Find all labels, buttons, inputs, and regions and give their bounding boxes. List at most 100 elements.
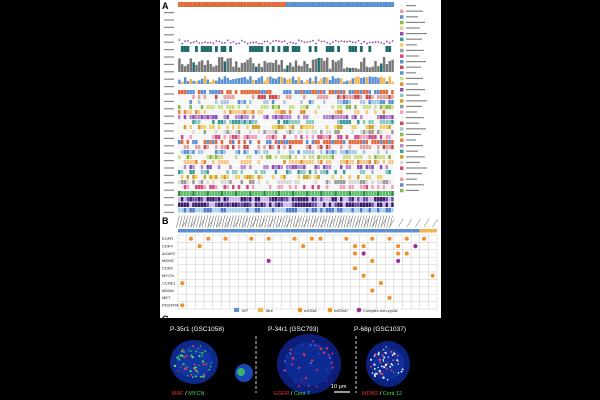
heat-cell [308, 175, 312, 180]
heat-cell [283, 175, 286, 180]
heat-cell [291, 155, 295, 160]
green-cell [388, 191, 391, 196]
row-label-line [164, 130, 174, 132]
legend-text-line [406, 111, 417, 113]
heat-cell [376, 100, 380, 105]
purple-cell [180, 197, 184, 202]
teal-cell [385, 46, 389, 52]
fish-signal [309, 361, 312, 365]
heat-cell [263, 165, 266, 170]
status-cell [232, 2, 235, 7]
heat-cell [300, 140, 303, 145]
heat-cell [254, 135, 258, 140]
fish-signal [286, 355, 288, 357]
sample-label-tick [272, 215, 277, 228]
heat-cell [232, 130, 235, 135]
heat-cell [186, 160, 190, 165]
heat-cell [203, 120, 207, 125]
sample-header-tick [190, 218, 197, 228]
heat-cell [223, 120, 227, 125]
heat-cell [209, 145, 212, 150]
heat-cell [192, 110, 195, 115]
heat-cell [183, 110, 187, 115]
small-bar [237, 78, 241, 84]
purple-cell [206, 202, 209, 207]
heat-cell [294, 165, 298, 170]
sample-header-tick [251, 218, 257, 228]
heat-cell [249, 155, 252, 160]
status-cell [203, 2, 207, 7]
status-cell [376, 229, 386, 233]
heat-cell [263, 145, 266, 150]
heat-cell [280, 95, 283, 100]
bar [377, 66, 380, 72]
fish-signal [177, 355, 180, 358]
heat-cell [374, 115, 377, 120]
legend-text-line [406, 16, 418, 18]
teal-cell [206, 46, 210, 52]
heat-cell [325, 145, 329, 150]
heat-cell [203, 185, 207, 190]
heat-cell [206, 145, 209, 150]
heat-cell [246, 135, 249, 140]
heat-cell [320, 180, 323, 185]
small-bar [320, 78, 323, 84]
lollipop-dot [249, 41, 252, 44]
heat-cell [385, 120, 389, 125]
heat-cell [388, 175, 391, 180]
heat-cell [320, 170, 323, 175]
purple-cell [331, 202, 335, 207]
small-bar [308, 77, 312, 84]
sample-label-tick [233, 215, 237, 228]
heat-cell [376, 125, 380, 130]
purple-cell [303, 202, 306, 207]
green-cell [183, 191, 187, 196]
heat-cell [214, 120, 218, 125]
status-cell [345, 2, 349, 7]
heat-cell [368, 120, 371, 125]
heat-cell [220, 185, 224, 190]
heat-cell [294, 130, 298, 135]
purple-cell [342, 202, 346, 207]
lollipop-dot [206, 41, 209, 44]
heat-cell [277, 155, 281, 160]
purple-cell [226, 208, 229, 213]
heat-cell [178, 145, 181, 150]
purple-cell [257, 202, 261, 207]
heat-cell [214, 100, 218, 105]
heat-cell [217, 90, 221, 95]
fish-signal [391, 354, 394, 357]
heat-cell [371, 170, 374, 175]
teal-cell [297, 46, 301, 52]
heat-cell [229, 160, 232, 165]
heat-cell [274, 90, 278, 95]
heat-cell [308, 130, 312, 135]
small-bar [388, 76, 391, 84]
heat-cell [371, 180, 374, 185]
legend-ecdna-star-label: ecDNA* [334, 308, 349, 313]
heat-cell [249, 140, 252, 145]
heat-cell [351, 110, 354, 115]
fish-signal [381, 373, 384, 375]
fish-signal [203, 375, 205, 378]
purple-cell [291, 202, 295, 207]
heat-cell [283, 105, 286, 110]
purple-cell [234, 202, 238, 207]
heat-cell [314, 155, 317, 160]
fish-signal [195, 369, 198, 372]
heat-cell [243, 155, 246, 160]
heat-cell [217, 145, 221, 150]
fish-signal [311, 359, 314, 362]
green-cell [257, 191, 261, 196]
heat-cell [226, 110, 229, 115]
heat-cell [212, 110, 215, 115]
heat-cell [317, 115, 320, 120]
heat-cell [217, 115, 221, 120]
heat-cell [260, 95, 263, 100]
image-1-caption: MAF / MYCN [172, 391, 204, 397]
heat-cell [277, 125, 281, 130]
purple-cell [354, 208, 357, 213]
heat-cell [178, 165, 181, 170]
heat-cell [183, 145, 187, 150]
heat-cell [206, 90, 209, 95]
